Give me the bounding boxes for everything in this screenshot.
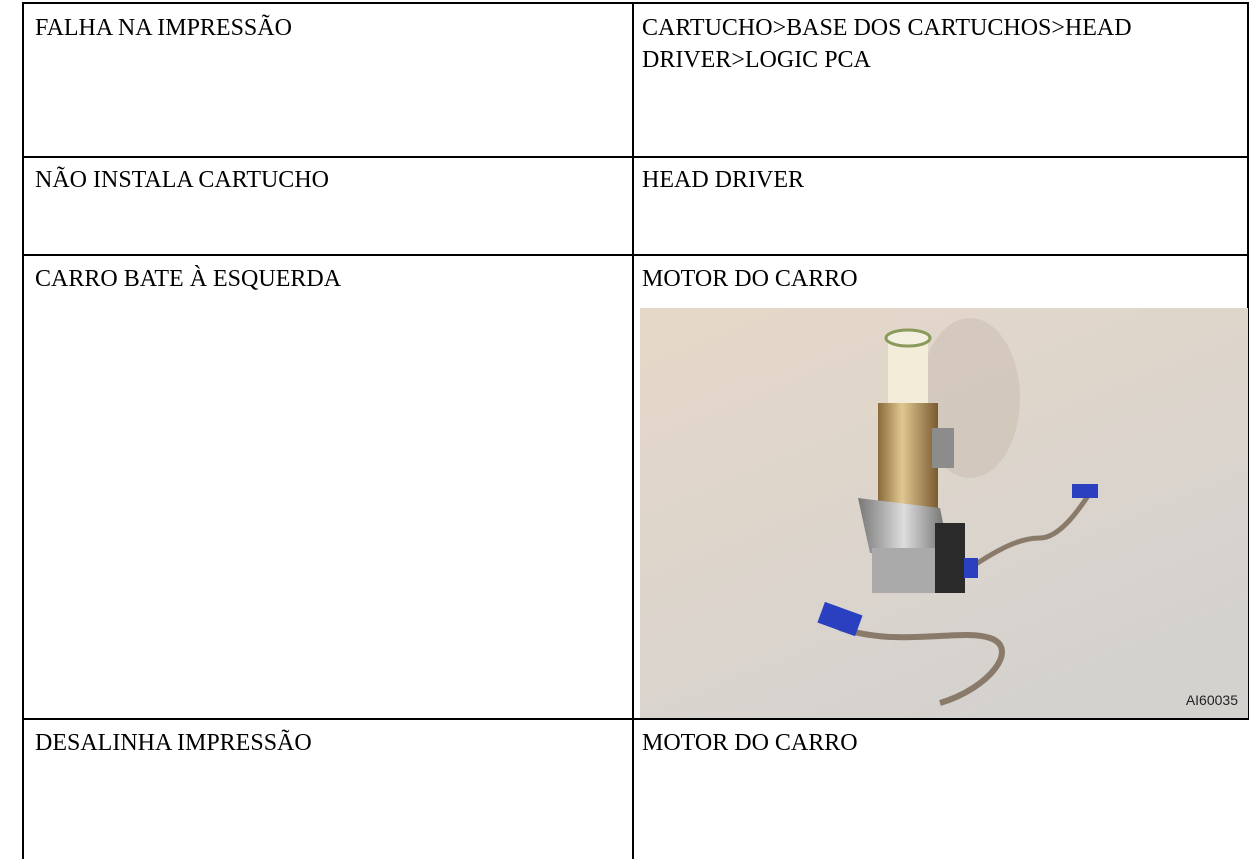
cell: MOTOR DO CARRO [642, 266, 858, 292]
cell: NÃO INSTALA CARTUCHO [35, 167, 329, 193]
border [22, 156, 1248, 158]
border [632, 2, 634, 859]
border [22, 2, 24, 859]
cell: CARTUCHO>BASE DOS CARTUCHOS>HEAD DRIVER>… [642, 15, 1132, 73]
image-caption: AI60035 [1186, 692, 1238, 708]
cell: FALHA NA IMPRESSÃO [35, 15, 292, 41]
border [22, 254, 1248, 256]
cell: CARRO BATE À ESQUERDA [35, 266, 342, 292]
cell: HEAD DRIVER [642, 167, 804, 193]
border [1247, 2, 1249, 720]
motor-photo: AI60035 [640, 308, 1248, 718]
border [22, 2, 1248, 4]
cell: DESALINHA IMPRESSÃO [35, 730, 312, 756]
cell: MOTOR DO CARRO [642, 730, 858, 756]
border [22, 718, 1248, 720]
